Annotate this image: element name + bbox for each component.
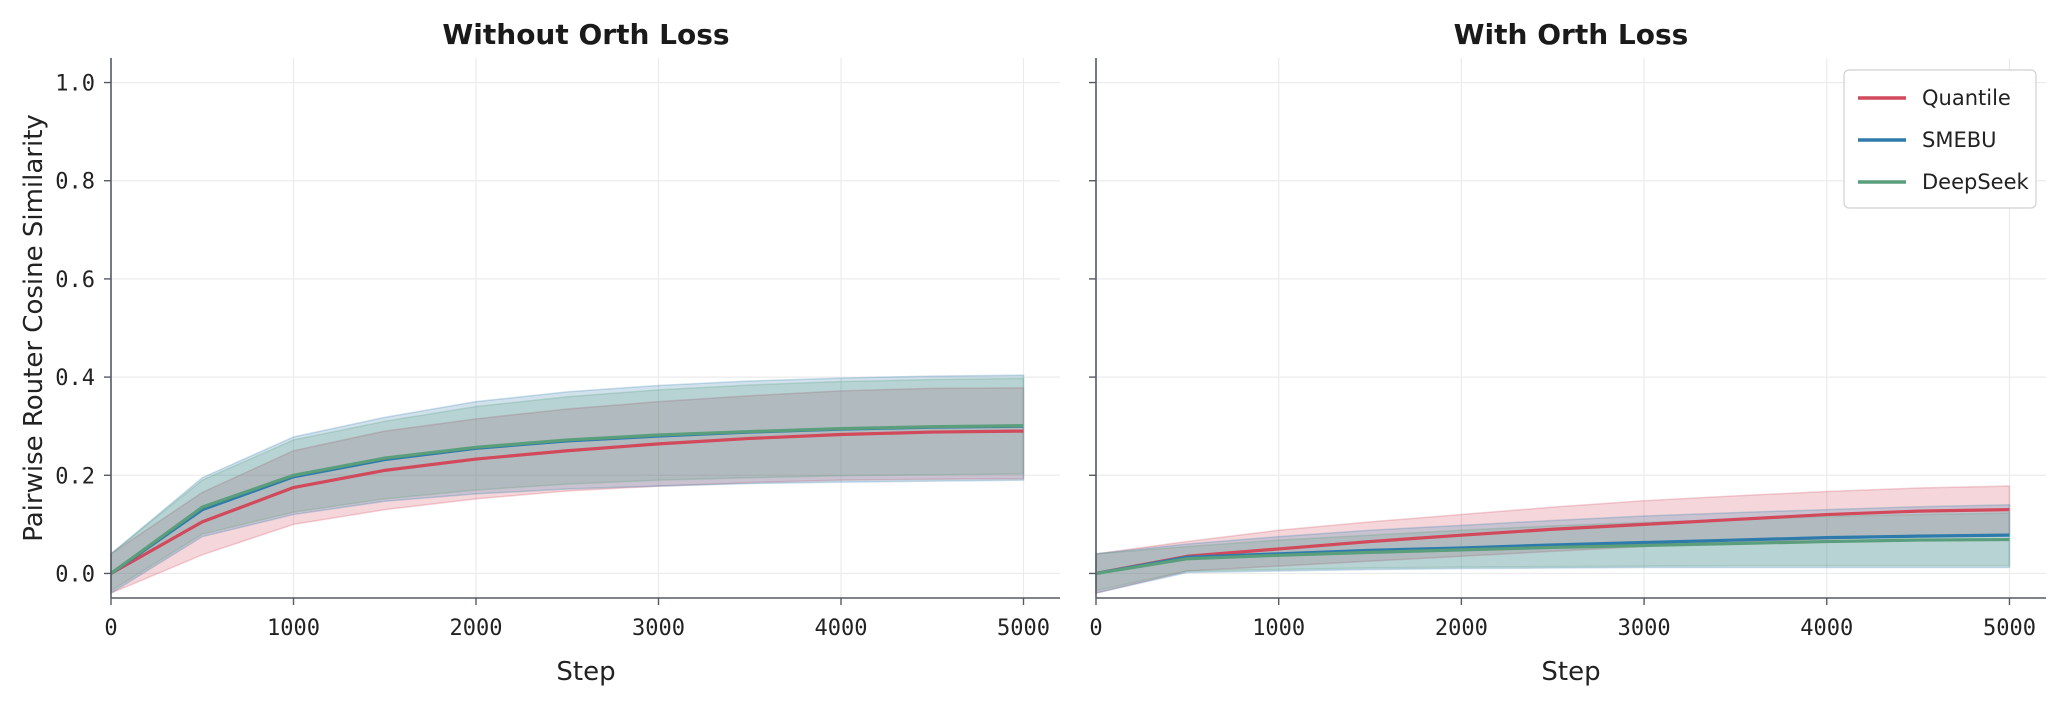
x-tick-label: 0 xyxy=(1089,616,1102,641)
panel-with-orth-loss: 0 1000 2000 3000 4000 5000 With Orth Loss Ste… xyxy=(1089,18,2046,687)
line-deepseek xyxy=(110,424,1024,575)
y-tick-label: 1.0 xyxy=(55,72,95,97)
legend-label-deepseek: DeepSeek xyxy=(1922,170,2030,194)
x-tick-label: 0 xyxy=(104,616,117,641)
line-quantile xyxy=(1095,508,2010,576)
x-tick-label: 4000 xyxy=(815,616,868,641)
y-tick-label: 0.2 xyxy=(55,464,95,489)
series-lines xyxy=(110,424,1024,575)
x-tick-label: 3000 xyxy=(632,616,685,641)
y-tick-label: 0.6 xyxy=(55,268,95,293)
series-lines xyxy=(1095,508,2010,576)
y-axis-label: Pairwise Router Cosine Similarity xyxy=(19,114,49,542)
x-tick-label: 1000 xyxy=(267,616,320,641)
tick-labels: 0 1000 2000 3000 4000 5000 0.0 0.2 0.4 0.6 0.8 1.0 xyxy=(55,72,1050,641)
y-tick-label: 0.8 xyxy=(55,170,95,195)
tick-labels: 0 1000 2000 3000 4000 5000 xyxy=(1089,616,2036,641)
grid-lines xyxy=(110,58,1060,598)
axes xyxy=(104,58,1060,605)
x-tick-label: 4000 xyxy=(1800,616,1853,641)
x-axis-label: Step xyxy=(1541,657,1600,687)
panel-title: Without Orth Loss xyxy=(442,18,729,51)
line-quantile xyxy=(110,429,1024,575)
legend: Quantile SMEBU DeepSeek xyxy=(1843,69,2037,209)
y-tick-label: 0.0 xyxy=(55,562,95,587)
panel-title: With Orth Loss xyxy=(1454,18,1689,51)
x-tick-label: 2000 xyxy=(450,616,503,641)
x-tick-label: 3000 xyxy=(1618,616,1671,641)
x-tick-label: 1000 xyxy=(1252,616,1305,641)
x-tick-label: 2000 xyxy=(1435,616,1488,641)
band-deepseek xyxy=(110,377,1025,592)
band-deepseek xyxy=(1095,512,2011,592)
legend-label-quantile: Quantile xyxy=(1922,86,2011,110)
legend-label-smebu: SMEBU xyxy=(1922,128,1997,152)
axes xyxy=(1089,58,2046,605)
confidence-bands xyxy=(110,374,1025,595)
y-tick-label: 0.4 xyxy=(55,366,95,391)
band-quantile xyxy=(1095,485,2011,595)
x-axis-label: Step xyxy=(556,657,615,687)
x-tick-label: 5000 xyxy=(997,616,1050,641)
panel-without-orth-loss: 0 1000 2000 3000 4000 50000.00.20.40.60.81.0 … xyxy=(19,18,1060,687)
line-deepseek xyxy=(1095,537,2010,576)
band-quantile xyxy=(110,387,1025,595)
x-tick-label: 5000 xyxy=(1983,616,2036,641)
legend-box xyxy=(1843,69,2037,209)
